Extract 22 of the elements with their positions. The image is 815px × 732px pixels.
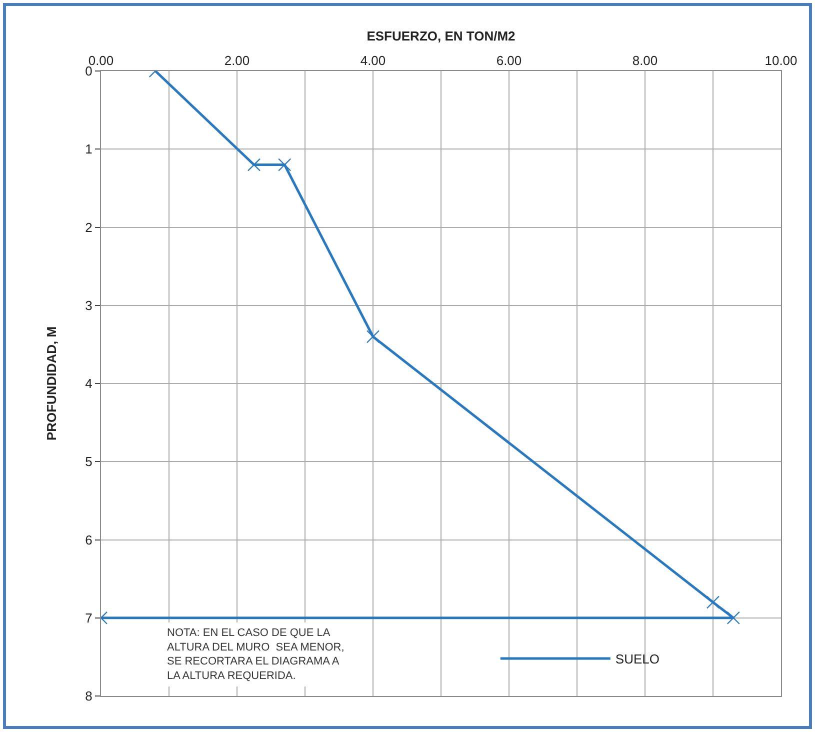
x-tick-label: 2.00 — [224, 52, 250, 68]
x-tick-label: 8.00 — [632, 52, 658, 68]
y-tick-label: 6 — [85, 532, 92, 548]
annotation: NOTA: EN EL CASO DE QUE LA ALTURA DEL MURO SEA MENOR, SE RECORTARA EL DIAGRAMA A LA ALTURA REQUERIDA. — [167, 627, 344, 682]
x-tick-label: 10.00 — [764, 52, 798, 68]
y-tick-label: 1 — [85, 142, 92, 157]
point — [706, 596, 720, 609]
x-tick-label: 4.00 — [360, 52, 386, 68]
x-axis-title: ESFUERZO, EN TON/M2 — [366, 28, 516, 44]
point — [278, 158, 292, 172]
y-tick-label: 2 — [85, 220, 92, 235]
y-tick-label: 3 — [85, 298, 92, 313]
text: SUELO — [615, 652, 660, 667]
y-axis-title: PROFUNDIDAD, M — [44, 326, 60, 441]
y-tick-label: 7 — [85, 610, 92, 626]
y-tick-label: 8 — [85, 688, 92, 704]
x-tick-label: 6.00 — [496, 52, 522, 68]
y-tick-label: 4 — [85, 376, 92, 392]
point — [726, 611, 740, 624]
point — [366, 330, 380, 344]
y-tick-label: 5 — [85, 454, 92, 470]
point — [247, 158, 261, 172]
